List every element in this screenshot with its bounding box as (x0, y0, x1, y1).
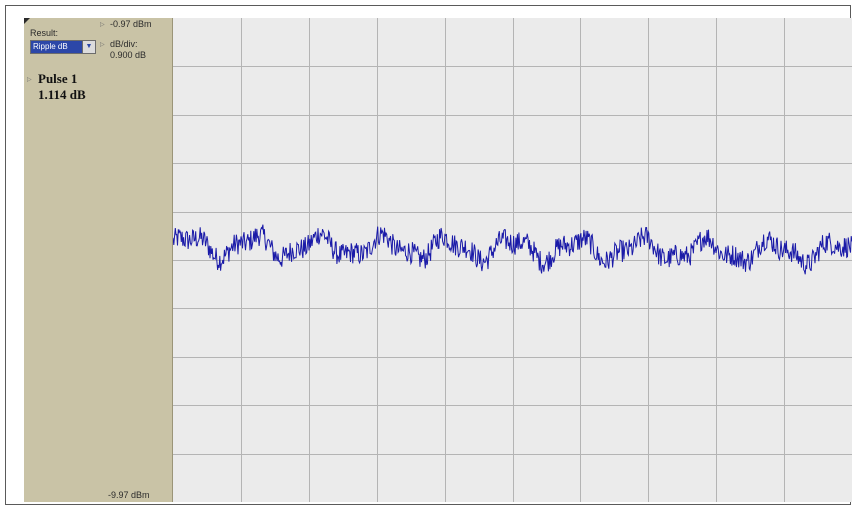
expand-arrow-icon[interactable]: ▷ (100, 22, 105, 28)
corner-marker-icon (24, 18, 30, 24)
measurement-panel: Result: Ripple dB ▼ ▷ -0.97 dBm ▷ dB/div… (24, 18, 173, 502)
result-dropdown[interactable]: Ripple dB ▼ (30, 40, 96, 54)
top-reference-level: -0.97 dBm (110, 19, 152, 29)
bottom-reference-level: -9.97 dBm (108, 490, 150, 500)
result-dropdown-value[interactable]: Ripple dB (31, 41, 82, 53)
trace-group (173, 224, 852, 275)
chevron-down-icon[interactable]: ▼ (82, 41, 95, 53)
instrument-display: Result: Ripple dB ▼ ▷ -0.97 dBm ▷ dB/div… (24, 18, 852, 502)
measurement-name: Pulse 1 (38, 71, 78, 86)
ripple-chart[interactable] (173, 18, 852, 502)
scale-label: dB/div: (110, 39, 138, 49)
result-label: Result: (30, 28, 59, 38)
expand-arrow-icon[interactable]: ▷ (100, 42, 105, 48)
measurement-value: 1.114 dB (38, 87, 86, 102)
plot-area[interactable] (173, 18, 852, 502)
scale-value: 0.900 dB (110, 50, 147, 60)
expand-arrow-icon[interactable]: ▷ (27, 77, 32, 83)
ripple-trace-line (173, 224, 852, 275)
screenshot-frame: Result: Ripple dB ▼ ▷ -0.97 dBm ▷ dB/div… (5, 5, 852, 505)
